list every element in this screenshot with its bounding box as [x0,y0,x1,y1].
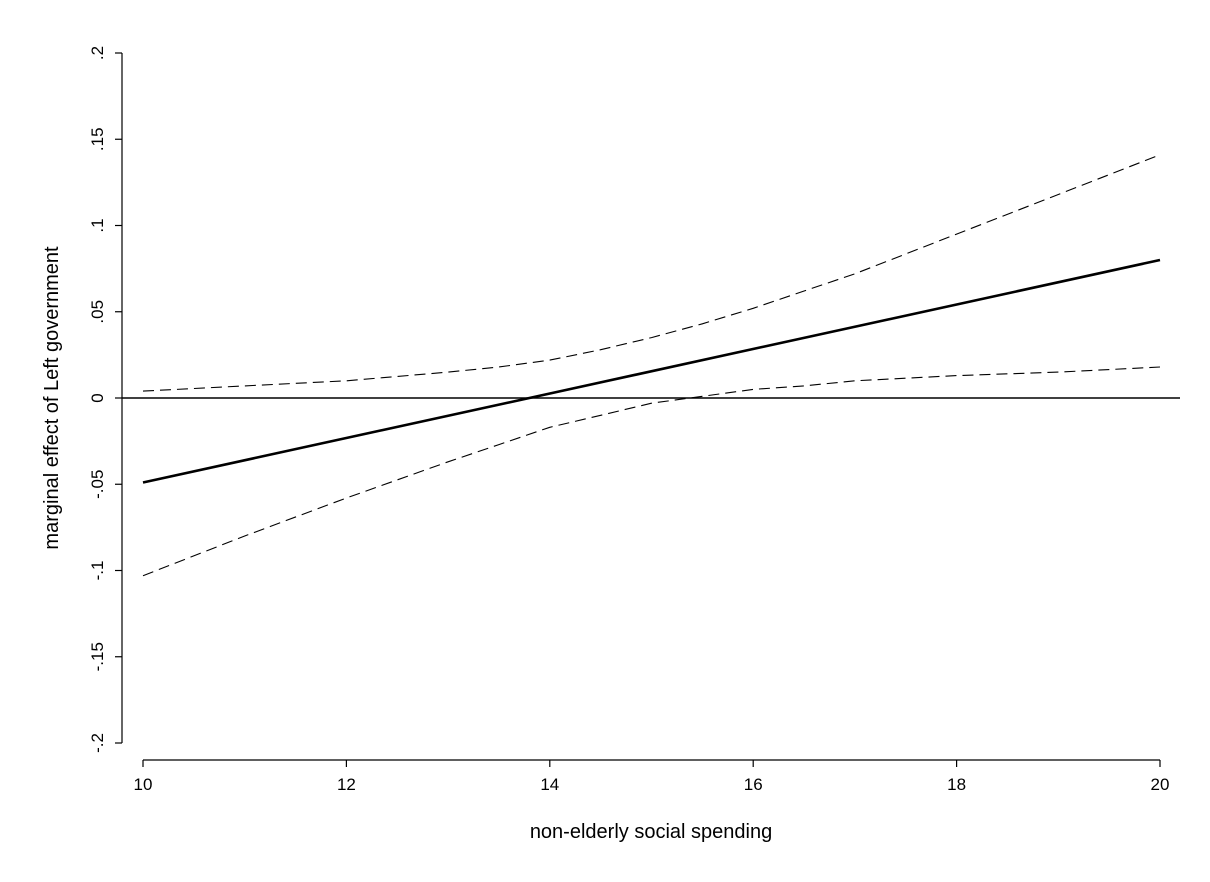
x-axis-ticks: 10 12 14 16 18 20 [134,760,1170,794]
lower-bound-line [142,366,1161,577]
y-tick-label: -.05 [88,470,107,499]
x-axis-title: non-elderly social spending [530,821,772,843]
x-tick-label: 16 [744,775,763,794]
upper-bound-line [142,154,1161,392]
y-tick-label: .2 [88,46,107,60]
x-tick-label: 14 [540,775,559,794]
y-tick-label: .1 [88,218,107,232]
x-tick-label: 20 [1151,775,1170,794]
series-layer [122,154,1180,577]
y-axis-title: marginal effect of Left government [41,246,63,550]
y-tick-label: -.2 [88,733,107,753]
y-tick-label: -.1 [88,561,107,581]
x-tick-label: 10 [134,775,153,794]
x-tick-label: 18 [947,775,966,794]
y-tick-label: 0 [88,393,107,402]
y-axis-ticks: -.2 -.15 -.1 -.05 0 .05 .1 .15 .2 [88,46,122,753]
y-tick-label: .15 [88,127,107,151]
x-tick-label: 12 [337,775,356,794]
estimate-line [142,258,1161,484]
y-tick-label: .05 [88,300,107,324]
y-tick-label: -.15 [88,642,107,671]
